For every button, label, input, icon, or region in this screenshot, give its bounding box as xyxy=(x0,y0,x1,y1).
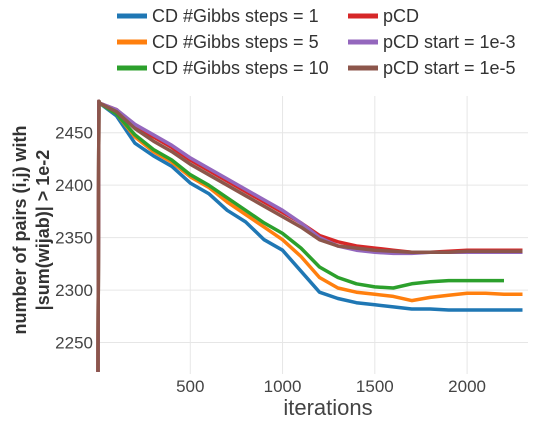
series-line-3 xyxy=(96,99,523,372)
x-tick-labels: 500 1000 1500 2000 xyxy=(176,377,486,396)
legend-label-3: pCD xyxy=(383,6,419,26)
legend: CD #Gibbs steps = 1 CD #Gibbs steps = 5 CD… xyxy=(117,6,516,78)
legend-label-2: CD #Gibbs steps = 10 xyxy=(152,58,329,78)
y-tick-label-1: 2300 xyxy=(55,281,93,300)
series-line-0 xyxy=(96,99,523,372)
y-tick-label-2: 2350 xyxy=(55,229,93,248)
y-axis-label: number of pairs (i,j) with |sum(wijab)| … xyxy=(10,125,53,334)
y-tick-label-3: 2400 xyxy=(55,176,93,195)
legend-label-4: pCD start = 1e-3 xyxy=(383,32,516,52)
legend-label-5: pCD start = 1e-5 xyxy=(383,58,516,78)
x-tick-label-0: 500 xyxy=(176,377,204,396)
series-line-5 xyxy=(96,99,523,372)
series-lines xyxy=(96,99,523,372)
x-tick-label-2: 1500 xyxy=(356,377,394,396)
series-line-2 xyxy=(96,99,504,372)
legend-label-1: CD #Gibbs steps = 5 xyxy=(152,32,319,52)
x-tick-label-3: 2000 xyxy=(448,377,486,396)
legend-label-0: CD #Gibbs steps = 1 xyxy=(152,6,319,26)
y-tick-labels: 2250 2300 2350 2400 2450 xyxy=(55,124,93,353)
x-axis-label: iterations xyxy=(283,395,372,420)
y-tick-label-0: 2250 xyxy=(55,334,93,353)
y-axis-label-line-1: number of pairs (i,j) with xyxy=(10,125,30,334)
y-tick-label-4: 2450 xyxy=(55,124,93,143)
grid-lines xyxy=(98,96,528,374)
x-tick-label-1: 1000 xyxy=(264,377,302,396)
y-axis-label-line-2: |sum(wijab)| > 1e-2 xyxy=(33,150,53,311)
